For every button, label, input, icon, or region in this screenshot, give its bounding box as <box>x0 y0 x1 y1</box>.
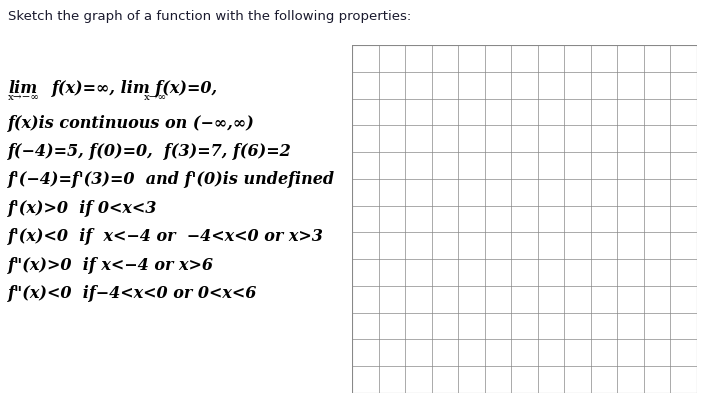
Text: f(−4)=5, f(0)=0,  f(3)=7, f(6)=2: f(−4)=5, f(0)=0, f(3)=7, f(6)=2 <box>8 143 292 160</box>
Text: f'(x)>0  if 0<x<3: f'(x)>0 if 0<x<3 <box>8 200 157 217</box>
Text: x→−∞: x→−∞ <box>8 93 40 102</box>
Text: Sketch the graph of a function with the following properties:: Sketch the graph of a function with the … <box>8 10 411 23</box>
Text: x→∞: x→∞ <box>144 93 167 102</box>
Text: f"(x)<0  if−4<x<0 or 0<x<6: f"(x)<0 if−4<x<0 or 0<x<6 <box>8 285 258 302</box>
Text: f(x)=∞, lim f(x)=0,: f(x)=∞, lim f(x)=0, <box>52 80 218 97</box>
Text: f'(−4)=f'(3)=0  and f'(0)is undefined: f'(−4)=f'(3)=0 and f'(0)is undefined <box>8 171 335 188</box>
Text: f"(x)>0  if x<−4 or x>6: f"(x)>0 if x<−4 or x>6 <box>8 257 214 274</box>
Text: f'(x)<0  if  x<−4 or  −4<x<0 or x>3: f'(x)<0 if x<−4 or −4<x<0 or x>3 <box>8 228 324 245</box>
Text: lim: lim <box>8 80 37 97</box>
Text: f(x)is continuous on (−∞,∞): f(x)is continuous on (−∞,∞) <box>8 115 255 132</box>
